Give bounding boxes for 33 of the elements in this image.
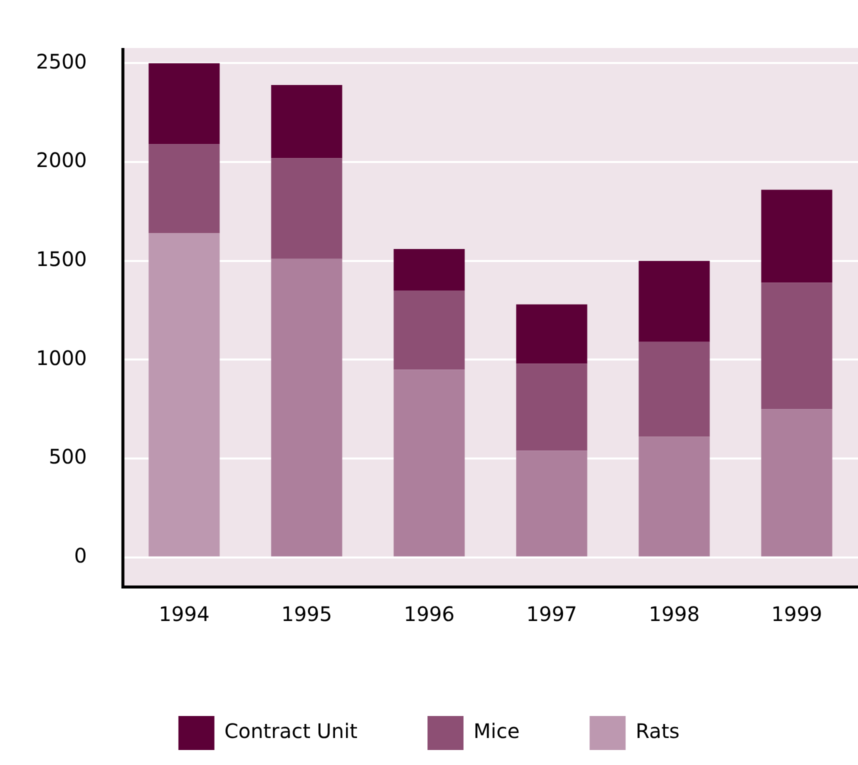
bar <box>271 258 342 556</box>
x-tick-label: 1999 <box>771 602 822 626</box>
x-tick-label: 1998 <box>648 602 700 626</box>
bar <box>516 364 588 451</box>
bar <box>394 249 465 291</box>
y-tick-label: 1500 <box>36 247 87 272</box>
y-tick-label: 1000 <box>36 346 87 370</box>
x-tick-label: 1995 <box>281 602 332 626</box>
legend-label: Rats <box>636 719 680 744</box>
bar <box>271 158 342 259</box>
bar <box>761 409 832 556</box>
x-tick-label: 1994 <box>158 602 210 626</box>
legend-label: Contract Unit <box>224 719 358 744</box>
x-tick-label: 1996 <box>404 602 455 626</box>
y-tick-label: 500 <box>48 444 87 469</box>
bar <box>761 282 832 410</box>
y-tick-label: 2500 <box>36 49 87 74</box>
bar <box>271 84 342 158</box>
bar <box>148 144 220 234</box>
bar <box>516 450 588 556</box>
bar <box>761 190 832 283</box>
bar <box>638 342 710 437</box>
legend-label: Mice <box>474 719 520 744</box>
x-tick-label: 1997 <box>526 602 578 626</box>
bar <box>148 63 220 144</box>
y-tick-label: 2000 <box>36 148 87 172</box>
bar <box>516 304 588 364</box>
bar <box>394 370 465 556</box>
bar <box>638 260 710 342</box>
bar <box>394 290 465 370</box>
bar <box>638 436 710 556</box>
bar <box>148 233 220 556</box>
y-tick-label: 0 <box>74 544 87 568</box>
